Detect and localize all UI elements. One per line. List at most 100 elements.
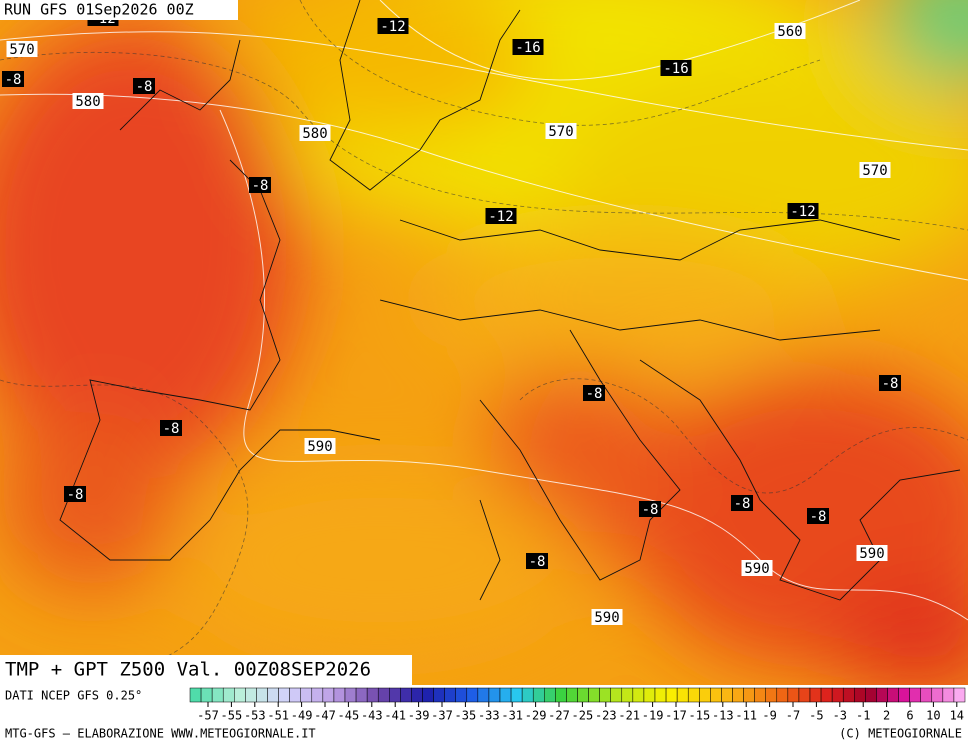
run-label: RUN GFS 01Sep2026 00Z (4, 1, 194, 19)
map-labels: -12 570 -8 -8 580 -12 -16 560 -16 580 570 -8 570 -12 -… (2, 10, 901, 626)
geopotential-lines (0, 0, 968, 621)
colorbar-swatch (488, 687, 501, 703)
colorbar-swatch (311, 687, 324, 703)
temperature-label: -8 (529, 554, 546, 570)
temperature-label-box (512, 39, 544, 55)
colorbar-label: -41 (384, 709, 406, 723)
height-label: 560 (777, 24, 802, 40)
temperature-label-box (639, 501, 661, 517)
colorbar-swatch (610, 687, 623, 703)
colorbar-swatch (544, 687, 556, 703)
colorbar-swatch (887, 687, 899, 703)
temperature-label: -8 (163, 421, 180, 437)
colorbar-swatch (687, 687, 700, 703)
colorbar-swatch (654, 687, 667, 703)
colorbar-swatch (333, 687, 346, 703)
colorbar-swatch (820, 687, 833, 703)
colorbar-swatch (676, 687, 689, 703)
colorbar-label: -43 (361, 709, 383, 723)
colorbar-label: -13 (712, 709, 734, 723)
colorbar-swatch (455, 687, 468, 703)
temperature-label: -16 (515, 40, 540, 56)
colorbar-label: -37 (431, 709, 453, 723)
colorbar-swatch (344, 687, 357, 703)
footer-title-box (0, 655, 412, 685)
height-label: 580 (75, 94, 100, 110)
colorbar-label: -27 (548, 709, 570, 723)
height-label: 590 (307, 439, 332, 455)
colorbar-swatch (831, 687, 844, 703)
colorbar-label: -45 (338, 709, 360, 723)
colorbar-swatch (466, 687, 479, 703)
colorbar-label: -55 (221, 709, 243, 723)
height-label-box (774, 23, 806, 39)
temperature-label-box (879, 375, 901, 391)
temperature-label-box (731, 495, 753, 511)
colorbar-label: -51 (267, 709, 289, 723)
colorbar-swatch (721, 687, 733, 703)
colorbar-label: -47 (314, 709, 336, 723)
colorbar-swatch (411, 687, 423, 703)
colorbar-swatch (798, 687, 811, 703)
colorbar-swatch (510, 687, 523, 703)
colorbar-label: -7 (786, 709, 800, 723)
colorbar-swatch (865, 687, 877, 703)
colorbar-swatch (355, 687, 368, 703)
temperature-label-box (133, 78, 155, 94)
height-label-box (304, 438, 336, 454)
colorbar-swatch (278, 687, 290, 703)
colorbar-label: -21 (618, 709, 640, 723)
colorbar-swatch (577, 687, 589, 703)
temperature-label-box (160, 420, 182, 436)
coastlines (59, 0, 961, 601)
colorbar-label: -25 (572, 709, 594, 723)
height-label-box (856, 545, 888, 561)
colorbar-swatch (787, 687, 800, 703)
temperature-label: -16 (663, 61, 688, 77)
temperature-label: -8 (67, 487, 84, 503)
temperature-label: -8 (734, 496, 751, 512)
temperature-label: -8 (882, 376, 899, 392)
colorbar-label: -9 (762, 709, 776, 723)
colorbar-label: -11 (735, 709, 757, 723)
colorbar-label: 2 (883, 709, 890, 723)
temperature-label: -12 (488, 209, 513, 225)
height-label: 580 (302, 126, 327, 142)
source-label: DATI NCEP GFS 0.25° (5, 689, 142, 703)
colorbar-label: 6 (906, 709, 913, 723)
colorbar-swatch (931, 687, 944, 703)
colorbar-swatch (588, 687, 600, 703)
colorbar-swatch (732, 687, 744, 703)
colorbar-label: -5 (809, 709, 823, 723)
colorbar-label: -53 (244, 709, 266, 723)
colorbar-label: -49 (291, 709, 313, 723)
colorbar-label: -35 (455, 709, 477, 723)
colorbar-swatch (920, 687, 933, 703)
colorbar-swatch (477, 687, 490, 703)
colorbar-swatch (566, 687, 578, 703)
colorbar-swatch (400, 687, 412, 703)
colorbar-swatch (200, 687, 213, 703)
colorbar-swatch (665, 687, 678, 703)
colorbar-label: -19 (642, 709, 664, 723)
height-label-box (545, 123, 577, 139)
colorbar-swatch (909, 687, 921, 703)
temperature-label-box (64, 486, 86, 502)
colorbar-swatch (754, 687, 766, 703)
colorbar-swatch (245, 687, 257, 703)
colorbar-label: 10 (926, 709, 940, 723)
colorbar-swatch (189, 687, 202, 703)
colorbar-swatch (267, 687, 279, 703)
colorbar-swatch (377, 687, 390, 703)
colorbar-swatch (710, 687, 722, 703)
height-label: 590 (859, 546, 884, 562)
colorbar-swatch (422, 687, 434, 703)
height-label-box (859, 162, 891, 178)
colorbar-swatch (632, 687, 645, 703)
height-label-box (299, 125, 331, 141)
temperature-label: -8 (136, 79, 153, 95)
temperature-label-box (2, 71, 24, 87)
colorbar-label: -3 (833, 709, 847, 723)
colorbar-swatch (765, 687, 778, 703)
